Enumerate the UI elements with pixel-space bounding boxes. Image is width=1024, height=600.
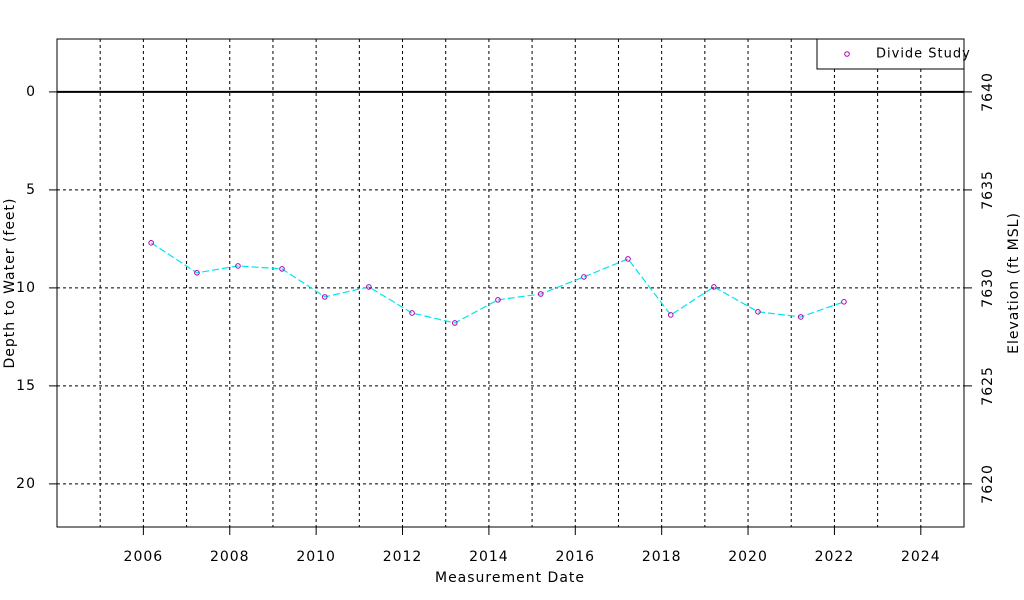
x-tick-label: 2022 xyxy=(815,549,855,565)
x-tick-label: 2006 xyxy=(124,549,164,565)
y2-tick-label: 7635 xyxy=(980,170,996,210)
x-tick-label: 2008 xyxy=(210,549,250,565)
data-point xyxy=(711,284,717,290)
data-point xyxy=(755,309,761,315)
data-point xyxy=(194,270,200,276)
data-point xyxy=(321,294,328,300)
y-tick-label: 0 xyxy=(26,84,36,100)
x-tick-label: 2010 xyxy=(296,549,336,565)
data-point xyxy=(235,263,241,269)
y2-tick-label: 7640 xyxy=(980,72,996,112)
y-tick-label: 20 xyxy=(16,476,36,492)
data-point xyxy=(451,320,458,326)
y2-tick-label: 7625 xyxy=(980,366,996,406)
y2-tick-label: 7630 xyxy=(980,268,996,308)
x-tick-label: 2014 xyxy=(469,549,509,565)
y2-tick-label: 7620 xyxy=(980,464,996,504)
data-point xyxy=(581,274,587,280)
x-tick-label: 2024 xyxy=(901,549,941,565)
x-tick-label: 2018 xyxy=(642,549,682,565)
y-axis-label: Depth to Water (feet) xyxy=(2,197,18,368)
data-point xyxy=(279,266,285,272)
x-tick-label: 2020 xyxy=(728,549,768,565)
data-point xyxy=(625,256,631,262)
y-tick-label: 15 xyxy=(16,378,36,394)
data-point xyxy=(148,240,154,246)
data-line xyxy=(150,242,845,324)
x-tick-label: 2016 xyxy=(555,549,595,565)
y-tick-label: 10 xyxy=(16,280,36,296)
legend-box xyxy=(816,38,965,70)
data-point xyxy=(537,291,544,297)
data-point xyxy=(841,299,847,305)
data-point xyxy=(366,284,372,290)
data-point xyxy=(495,297,501,303)
legend-label: Divide Study xyxy=(876,47,971,62)
y2-axis-label: Elevation (ft MSL) xyxy=(1006,212,1022,354)
legend-marker xyxy=(844,51,850,57)
y-tick-label: 5 xyxy=(26,182,36,198)
plot-frame xyxy=(56,38,965,528)
x-axis-label: Measurement Date xyxy=(435,570,585,586)
data-point xyxy=(797,314,804,320)
data-point xyxy=(409,310,415,316)
data-point xyxy=(667,312,674,318)
x-tick-label: 2012 xyxy=(383,549,423,565)
